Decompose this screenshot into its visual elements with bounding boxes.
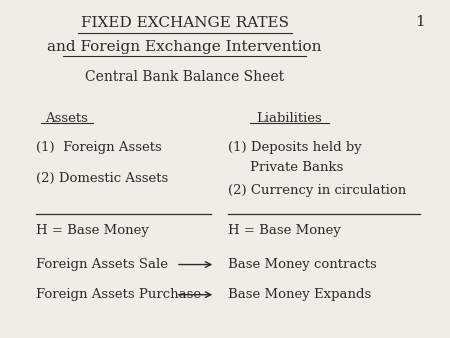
Text: Base Money contracts: Base Money contracts xyxy=(228,258,377,271)
Text: Central Bank Balance Sheet: Central Bank Balance Sheet xyxy=(85,70,284,84)
Text: Private Banks: Private Banks xyxy=(250,161,343,174)
Text: Foreign Assets Sale: Foreign Assets Sale xyxy=(36,258,168,271)
Text: 1: 1 xyxy=(415,15,425,29)
Text: H = Base Money: H = Base Money xyxy=(228,224,341,237)
Text: (1)  Foreign Assets: (1) Foreign Assets xyxy=(36,141,162,153)
Text: Assets: Assets xyxy=(45,112,88,125)
Text: and Foreign Exchange Intervention: and Foreign Exchange Intervention xyxy=(47,40,322,54)
Text: (2) Currency in circulation: (2) Currency in circulation xyxy=(228,184,406,197)
Text: (2) Domestic Assets: (2) Domestic Assets xyxy=(36,172,169,185)
Text: FIXED EXCHANGE RATES: FIXED EXCHANGE RATES xyxy=(81,17,288,30)
Text: Liabilities: Liabilities xyxy=(256,112,322,125)
Text: H = Base Money: H = Base Money xyxy=(36,224,149,237)
Text: (1) Deposits held by: (1) Deposits held by xyxy=(228,141,362,153)
Text: Base Money Expands: Base Money Expands xyxy=(228,288,372,301)
Text: Foreign Assets Purchase: Foreign Assets Purchase xyxy=(36,288,202,301)
